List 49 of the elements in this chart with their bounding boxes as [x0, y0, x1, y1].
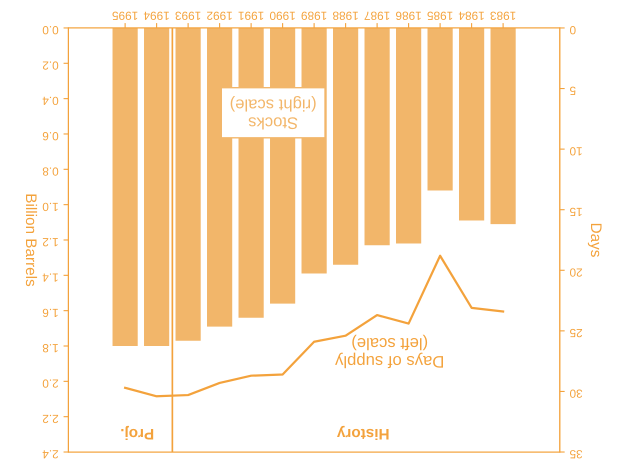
- y2-tick-label: 0.2: [42, 61, 58, 70]
- y-tick-label: 30: [570, 389, 582, 398]
- bar: [144, 28, 170, 346]
- y2-tick-label: 0.4: [42, 96, 58, 106]
- series-label: Stocks (right scale): [230, 96, 316, 130]
- x-tick-label: 1984: [458, 12, 484, 20]
- x-tick-label: 1992: [207, 12, 232, 20]
- y2-tick-label: 2.4: [42, 450, 58, 458]
- y-tick-label: 20: [570, 268, 582, 277]
- y2-tick-label: 1.8: [42, 344, 58, 352]
- y2-tick-label: 2.2: [42, 414, 58, 424]
- x-tick-label: 1985: [427, 12, 452, 20]
- bar: [396, 28, 422, 244]
- y2-tick-label: 2.0: [42, 379, 58, 388]
- bar: [459, 28, 484, 221]
- bar: [428, 28, 453, 191]
- annotation: Proj.: [121, 426, 154, 440]
- x-tick-label: 1990: [270, 12, 295, 20]
- y2-tick-label: 0.6: [42, 132, 58, 140]
- x-tick-label: 1993: [176, 12, 200, 20]
- y2-tick-label: 1.2: [42, 238, 58, 246]
- bar: [176, 28, 201, 341]
- bar: [333, 28, 358, 265]
- y2-tick-label: 1.0: [42, 202, 58, 212]
- y2-tick-label: 1.6: [42, 308, 58, 318]
- y2-tick-label: 1.4: [42, 274, 58, 282]
- y-tick-label: 5: [570, 86, 576, 95]
- x-tick-label: 1988: [332, 12, 358, 20]
- y-tick-label: 35: [570, 450, 582, 458]
- y-tick-label: 10: [570, 147, 582, 156]
- bar: [490, 28, 516, 224]
- x-tick-label: 1991: [238, 12, 264, 20]
- series-label: Days of supply (left scale): [335, 334, 443, 368]
- x-tick-label: 1995: [112, 12, 138, 20]
- y-tick-label: 0: [570, 26, 576, 34]
- bar: [364, 28, 390, 246]
- y-tick-label: 25: [570, 328, 582, 338]
- y-axis-title: Days: [588, 224, 602, 257]
- y2-tick-label: 0.8: [42, 167, 58, 176]
- y2-axis-title: Billion Barrels: [26, 194, 38, 286]
- x-tick-label: 1994: [144, 12, 169, 20]
- y2-tick-label: 0.0: [42, 26, 58, 34]
- annotation: History: [337, 426, 389, 440]
- bar: [112, 28, 138, 346]
- y-tick-label: 15: [570, 208, 582, 216]
- x-tick-label: 1983: [490, 12, 516, 20]
- x-tick-label: 1989: [302, 12, 326, 20]
- x-tick-label: 1987: [364, 12, 390, 20]
- x-tick-label: 1986: [396, 12, 421, 20]
